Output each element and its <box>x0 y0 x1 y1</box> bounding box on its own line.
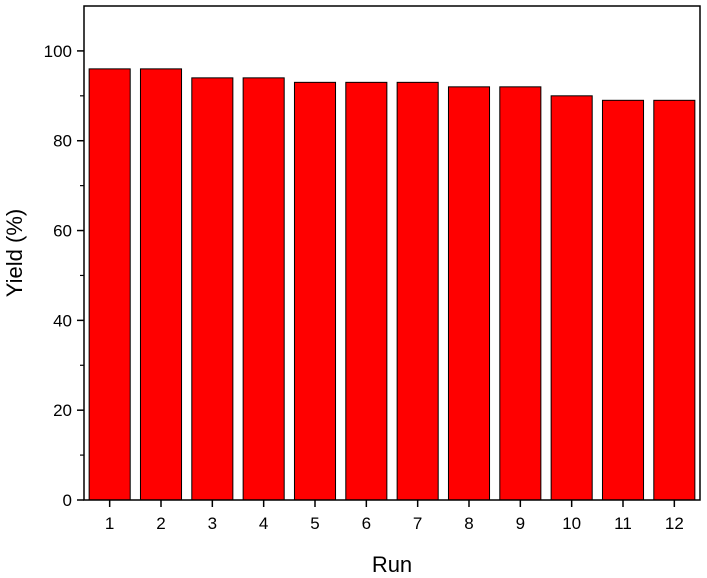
bar-run-12 <box>653 99 696 501</box>
y-axis: 0 20 40 60 80 100 <box>44 42 84 510</box>
y-tick-label: 0 <box>63 491 72 510</box>
x-tick-label: 10 <box>562 514 581 533</box>
x-axis-title: Run <box>372 552 412 577</box>
y-tick-label: 20 <box>53 401 72 420</box>
bar-run-6 <box>345 81 388 501</box>
x-tick-label: 12 <box>665 514 684 533</box>
y-tick-label: 60 <box>53 222 72 241</box>
x-tick-label: 6 <box>362 514 371 533</box>
bars-group <box>88 68 696 501</box>
x-tick-label: 1 <box>105 514 114 533</box>
x-tick-label: 8 <box>464 514 473 533</box>
y-tick-label: 40 <box>53 311 72 330</box>
y-tick-label: 100 <box>44 42 72 61</box>
bar-run-5 <box>293 81 337 501</box>
plot-frame <box>83 5 701 501</box>
x-axis: 1 2 3 4 5 6 7 8 9 10 11 12 <box>105 500 684 533</box>
bar-run-4 <box>242 77 285 501</box>
bar-run-7 <box>396 81 439 501</box>
bar-run-11 <box>601 99 645 501</box>
x-tick-label: 4 <box>259 514 268 533</box>
x-tick-label: 3 <box>208 514 217 533</box>
bar-run-1 <box>88 68 131 501</box>
x-tick-label: 11 <box>614 514 632 533</box>
bar-run-9 <box>499 86 542 501</box>
x-tick-label: 7 <box>413 514 422 533</box>
x-tick-label: 2 <box>156 514 165 533</box>
x-tick-label: 9 <box>516 514 525 533</box>
bar-run-3 <box>191 77 234 501</box>
bar-run-10 <box>550 95 593 501</box>
y-tick-label: 80 <box>53 132 72 151</box>
x-tick-label: 5 <box>310 514 319 533</box>
y-axis-title: Yield (%) <box>2 209 27 297</box>
bar-run-2 <box>139 68 183 501</box>
bar-run-8 <box>447 86 491 501</box>
